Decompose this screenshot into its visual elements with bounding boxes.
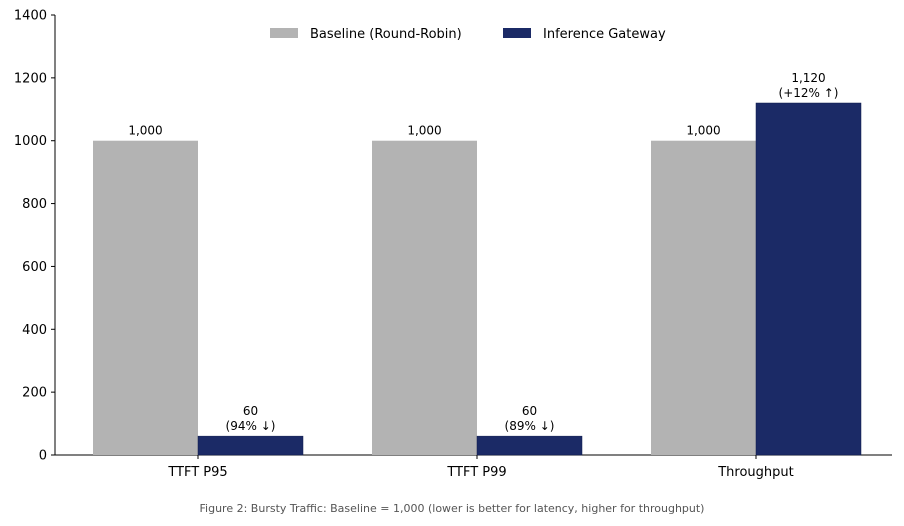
bar (755, 102, 862, 456)
legend-label: Inference Gateway (543, 27, 666, 42)
y-tick-label: 0 (39, 449, 47, 464)
y-tick-label: 400 (22, 323, 47, 338)
legend-swatch (270, 28, 298, 38)
legend-swatch (503, 28, 531, 38)
bars (93, 102, 862, 456)
bar (476, 435, 583, 456)
data-label: 1,000 (128, 124, 162, 138)
y-tick-label: 600 (22, 260, 47, 275)
data-label: 1,120 (791, 71, 825, 85)
data-label: (89% ↓) (505, 419, 555, 433)
legend: Baseline (Round-Robin) Inference Gateway (270, 27, 666, 42)
x-tick-label: TTFT P99 (446, 465, 506, 480)
bar (93, 140, 198, 455)
x-tick-label: TTFT P95 (167, 465, 227, 480)
bar (651, 140, 756, 455)
x-axis: TTFT P95 TTFT P99 Throughput (55, 454, 892, 480)
legend-label: Baseline (Round-Robin) (310, 27, 462, 42)
y-tick-label: 200 (22, 386, 47, 401)
y-axis: 0 200 400 600 800 1000 1200 1400 (14, 9, 56, 464)
bar (197, 435, 304, 456)
y-tick-label: 1400 (14, 9, 47, 24)
y-tick-label: 800 (22, 197, 47, 212)
data-label: (94% ↓) (226, 419, 276, 433)
data-label: 60 (243, 404, 258, 418)
data-label: 1,000 (407, 124, 441, 138)
bar (372, 140, 477, 455)
x-tick-label: Throughput (717, 465, 794, 480)
data-label: 1,000 (686, 124, 720, 138)
data-label: 60 (522, 404, 537, 418)
y-tick-label: 1200 (14, 71, 47, 86)
y-tick-label: 1000 (14, 134, 47, 149)
figure-caption: Figure 2: Bursty Traffic: Baseline = 1,0… (199, 502, 705, 515)
data-label: (+12% ↑) (779, 86, 839, 100)
